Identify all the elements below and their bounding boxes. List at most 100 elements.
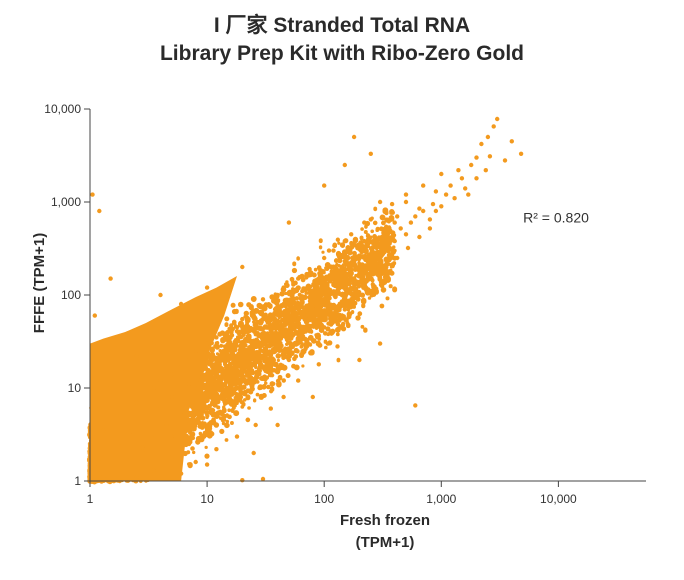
data-point — [251, 354, 256, 359]
data-point — [178, 362, 184, 367]
data-point — [228, 344, 234, 349]
y-tick-label: 1,000 — [51, 195, 81, 209]
data-point — [134, 400, 139, 405]
data-point — [234, 325, 240, 330]
data-point — [300, 273, 305, 279]
x-tick-label: 10 — [200, 492, 214, 506]
data-point — [204, 341, 210, 346]
y-axis-title: FFFE (TPM+1) — [31, 233, 48, 333]
data-point — [331, 264, 336, 270]
data-point — [331, 248, 336, 253]
data-point — [474, 176, 479, 181]
data-point — [322, 297, 327, 302]
data-point — [178, 471, 184, 476]
x-tick-label: 1 — [87, 492, 94, 506]
data-point — [199, 390, 204, 395]
data-point — [439, 204, 444, 209]
data-point — [368, 217, 373, 222]
data-point — [377, 341, 383, 346]
data-point — [222, 413, 227, 419]
data-point — [169, 372, 174, 377]
data-point — [427, 226, 433, 231]
data-point — [275, 292, 280, 298]
data-point — [101, 428, 106, 433]
data-point — [413, 214, 418, 219]
y-tick-label: 10,000 — [44, 102, 81, 116]
data-point — [260, 316, 266, 322]
data-point — [502, 158, 508, 163]
data-point — [186, 441, 192, 447]
data-point — [151, 385, 156, 391]
data-point — [101, 475, 106, 480]
data-point — [433, 189, 439, 194]
data-point — [186, 382, 192, 387]
data-point — [134, 354, 139, 359]
data-point — [97, 406, 102, 411]
data-point — [448, 183, 453, 188]
data-point — [234, 434, 240, 439]
data-point — [345, 255, 351, 261]
data-point — [389, 201, 395, 207]
x-tick-label: 10,000 — [540, 492, 577, 506]
axes — [84, 108, 646, 487]
data-point — [456, 168, 461, 173]
data-point — [117, 440, 123, 445]
data-point — [351, 262, 357, 268]
data-point — [303, 341, 309, 346]
data-point — [495, 116, 500, 122]
data-point — [374, 245, 379, 251]
data-point — [469, 162, 474, 168]
data-point — [260, 297, 266, 302]
data-point — [169, 455, 174, 460]
data-point — [134, 475, 139, 480]
data-point — [260, 476, 266, 482]
data-point — [509, 139, 514, 144]
data-point — [417, 234, 422, 240]
data-point — [286, 357, 292, 363]
data-point — [140, 445, 145, 450]
data-point — [281, 301, 286, 307]
data-point — [97, 208, 102, 214]
data-point — [214, 447, 219, 452]
y-tick-label: 1 — [74, 474, 81, 488]
data-point — [316, 362, 321, 367]
data-point — [209, 382, 215, 387]
data-point — [240, 478, 245, 483]
data-point — [392, 220, 397, 225]
data-point — [316, 276, 321, 281]
data-point — [108, 276, 113, 281]
x-axis-title-line-1: Fresh frozen — [340, 512, 430, 529]
data-point — [459, 176, 465, 181]
data-point — [479, 141, 484, 147]
data-point — [322, 255, 327, 261]
data-point — [377, 199, 383, 205]
data-point — [90, 434, 95, 439]
data-point — [178, 409, 184, 415]
data-point — [382, 269, 388, 274]
data-point — [275, 422, 280, 428]
data-point — [240, 369, 245, 374]
data-point — [427, 217, 433, 222]
data-point — [204, 428, 210, 433]
data-point — [382, 227, 388, 233]
r-squared-annotation: R² = 0.820 — [523, 210, 589, 226]
chart-title: I 厂家 Stranded Total RNA Library Prep Kit… — [0, 12, 684, 68]
data-point — [342, 285, 347, 290]
data-point — [310, 394, 315, 400]
y-tick-label: 10 — [68, 381, 82, 395]
data-point — [296, 316, 301, 322]
data-point — [491, 124, 496, 129]
data-point — [281, 394, 286, 400]
data-point — [421, 208, 426, 214]
data-point — [296, 378, 301, 383]
data-point — [357, 269, 362, 274]
data-point — [395, 214, 400, 219]
data-point — [214, 385, 219, 391]
data-point — [193, 406, 198, 411]
data-point — [152, 433, 158, 438]
data-point — [474, 155, 479, 160]
data-point — [225, 329, 230, 335]
data-point — [268, 341, 273, 346]
data-point — [222, 375, 227, 380]
data-point — [463, 186, 468, 191]
